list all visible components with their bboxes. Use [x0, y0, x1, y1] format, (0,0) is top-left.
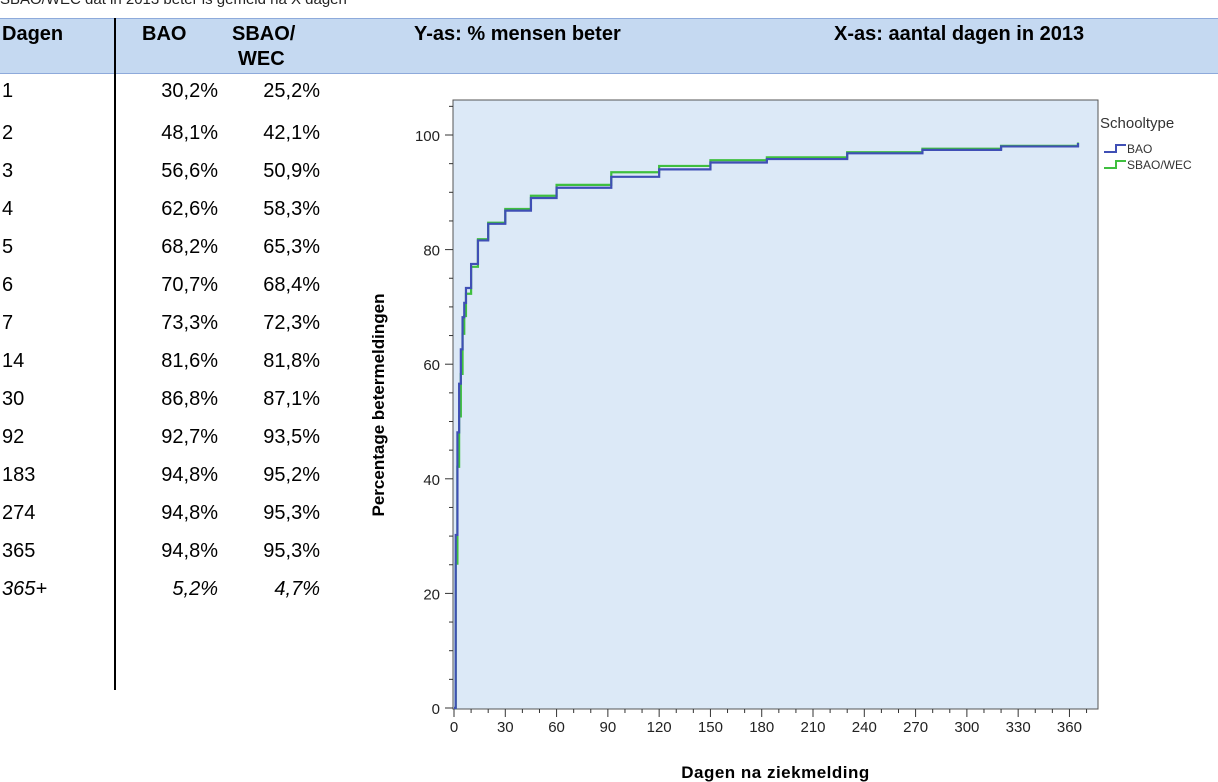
header-dagen: Dagen: [2, 23, 64, 45]
x-tick-label: 270: [903, 719, 928, 736]
cell-dagen: 1: [2, 80, 14, 102]
x-tick-label: 30: [497, 719, 514, 736]
table-row: 92 92,7% 93,5%: [0, 419, 360, 455]
cell-dagen: 7: [2, 312, 14, 334]
legend-label: SBAO/WEC: [1127, 158, 1192, 172]
cell-bao: 70,7%: [161, 274, 218, 296]
table-header: Dagen BAO SBAO/ WEC Y-as: % mensen beter…: [0, 18, 1218, 74]
table-divider: [114, 18, 116, 690]
cell-dagen: 365: [2, 540, 36, 562]
x-tick-label: 360: [1057, 719, 1082, 736]
header-sbao-line1: SBAO/: [232, 23, 296, 45]
cell-bao: 68,2%: [161, 236, 218, 258]
y-axis-label: Percentage betermeldingen: [369, 294, 388, 517]
table-row: 274 94,8% 95,3%: [0, 495, 360, 531]
x-tick-label: 300: [954, 719, 979, 736]
cell-bao: 86,8%: [161, 388, 218, 410]
table-row: 365+ 5,2% 4,7%: [0, 571, 360, 607]
x-tick-label: 150: [698, 719, 723, 736]
cell-dagen: 5: [2, 236, 14, 258]
table-row: 14 81,6% 81,8%: [0, 343, 360, 379]
cell-bao: 56,6%: [161, 160, 218, 182]
table-row: 30 86,8% 87,1%: [0, 381, 360, 417]
cell-dagen: 3: [2, 160, 14, 182]
cell-bao: 81,6%: [161, 350, 218, 372]
table-row: 3 56,6% 50,9%: [0, 153, 360, 189]
cell-sbao: 68,4%: [263, 274, 320, 296]
table-row: 365 94,8% 95,3%: [0, 533, 360, 569]
cell-bao: 94,8%: [161, 464, 218, 486]
header-bao: BAO: [142, 23, 187, 45]
cell-bao: 30,2%: [161, 80, 218, 102]
x-tick-label: 90: [600, 719, 617, 736]
table-row: 5 68,2% 65,3%: [0, 229, 360, 265]
cell-dagen: 30: [2, 388, 25, 410]
cell-bao: 62,6%: [161, 198, 218, 220]
header-sbao-line2: WEC: [238, 48, 285, 70]
cell-sbao: 87,1%: [263, 388, 320, 410]
cell-sbao: 65,3%: [263, 236, 320, 258]
cell-sbao: 42,1%: [263, 122, 320, 144]
y-tick-label: 100: [415, 128, 440, 145]
x-tick-label: 210: [800, 719, 825, 736]
cell-sbao: 50,9%: [263, 160, 320, 182]
table-row: 6 70,7% 68,4%: [0, 267, 360, 303]
legend-swatch: [1104, 144, 1126, 153]
table-row: 7 73,3% 72,3%: [0, 305, 360, 341]
caption-text: SBAO/WEC dat in 2013 beter is gemeld na …: [0, 0, 347, 8]
cell-sbao: 95,3%: [263, 502, 320, 524]
cell-bao: 94,8%: [161, 502, 218, 524]
cell-sbao: 95,2%: [263, 464, 320, 486]
x-tick-label: 180: [749, 719, 774, 736]
cell-dagen: 274: [2, 502, 36, 524]
legend-label: BAO: [1127, 142, 1152, 156]
table-row: 183 94,8% 95,2%: [0, 457, 360, 493]
x-tick-label: 240: [852, 719, 877, 736]
legend-swatch: [1104, 160, 1126, 169]
x-tick-label: 330: [1006, 719, 1031, 736]
cell-dagen: 365+: [2, 578, 48, 600]
cell-sbao: 81,8%: [263, 350, 320, 372]
series-line-bao: [454, 143, 1080, 710]
y-tick-label: 40: [423, 472, 440, 489]
y-tick-label: 80: [423, 243, 440, 260]
cell-sbao: 58,3%: [263, 198, 320, 220]
cell-bao: 92,7%: [161, 426, 218, 448]
x-axis-label: Dagen na ziekmelding: [681, 763, 870, 782]
cell-bao: 73,3%: [161, 312, 218, 334]
y-tick-label: 20: [423, 586, 440, 603]
x-tick-label: 0: [450, 719, 458, 736]
cell-sbao: 4,7%: [274, 578, 320, 600]
x-tick-label: 60: [548, 719, 565, 736]
cell-dagen: 4: [2, 198, 14, 220]
cell-dagen: 14: [2, 350, 25, 372]
x-tick-label: 120: [647, 719, 672, 736]
table-row: 2 48,1% 42,1%: [0, 115, 360, 151]
table-row: 1 30,2% 25,2%: [0, 73, 360, 109]
legend-title: Schooltype: [1100, 115, 1174, 132]
cell-dagen: 2: [2, 122, 14, 144]
cell-sbao: 93,5%: [263, 426, 320, 448]
cell-bao: 5,2%: [172, 578, 218, 600]
cell-dagen: 92: [2, 426, 25, 448]
plot-area: [452, 99, 1099, 710]
cell-bao: 94,8%: [161, 540, 218, 562]
cell-bao: 48,1%: [161, 122, 218, 144]
y-tick-label: 0: [432, 701, 440, 718]
table-row: 4 62,6% 58,3%: [0, 191, 360, 227]
header-y-note: Y-as: % mensen beter: [414, 23, 621, 45]
header-x-note: X-as: aantal dagen in 2013: [834, 23, 1085, 45]
cell-sbao: 95,3%: [263, 540, 320, 562]
cell-dagen: 183: [2, 464, 36, 486]
cell-dagen: 6: [2, 274, 14, 296]
cell-sbao: 72,3%: [263, 312, 320, 334]
y-tick-label: 60: [423, 357, 440, 374]
cell-sbao: 25,2%: [263, 80, 320, 102]
